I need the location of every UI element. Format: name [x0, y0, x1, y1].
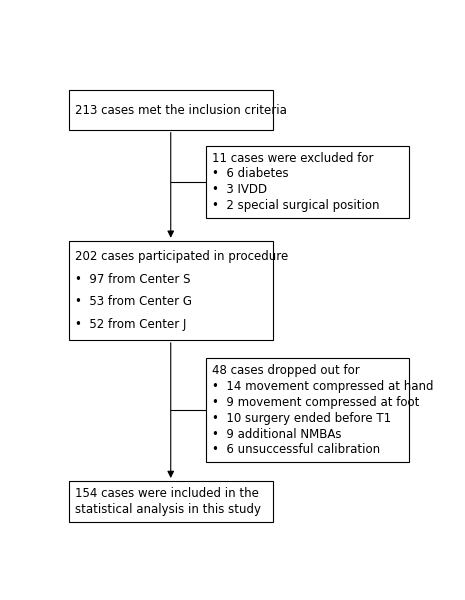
- Text: •  97 from Center S: • 97 from Center S: [75, 272, 191, 286]
- Text: •  6 unsuccessful calibration: • 6 unsuccessful calibration: [213, 443, 380, 457]
- Text: •  14 movement compressed at hand: • 14 movement compressed at hand: [213, 380, 434, 393]
- Text: •  52 from Center J: • 52 from Center J: [75, 317, 187, 331]
- Text: •  6 diabetes: • 6 diabetes: [213, 167, 289, 181]
- FancyBboxPatch shape: [69, 241, 272, 340]
- Text: •  10 surgery ended before T1: • 10 surgery ended before T1: [213, 412, 392, 425]
- FancyBboxPatch shape: [69, 481, 272, 523]
- FancyBboxPatch shape: [69, 91, 272, 130]
- Text: •  9 movement compressed at foot: • 9 movement compressed at foot: [213, 396, 420, 409]
- Text: 154 cases were included in the: 154 cases were included in the: [75, 487, 259, 500]
- Text: •  9 additional NMBAs: • 9 additional NMBAs: [213, 428, 342, 440]
- Text: 213 cases met the inclusion criteria: 213 cases met the inclusion criteria: [75, 104, 287, 116]
- FancyBboxPatch shape: [206, 146, 410, 218]
- Text: 11 cases were excluded for: 11 cases were excluded for: [213, 152, 374, 165]
- Text: •  3 IVDD: • 3 IVDD: [213, 183, 267, 196]
- FancyBboxPatch shape: [206, 358, 410, 463]
- Text: 202 cases participated in procedure: 202 cases participated in procedure: [75, 250, 289, 263]
- Text: •  53 from Center G: • 53 from Center G: [75, 295, 193, 308]
- Text: 48 cases dropped out for: 48 cases dropped out for: [213, 364, 360, 377]
- Text: statistical analysis in this study: statistical analysis in this study: [75, 503, 261, 516]
- Text: •  2 special surgical position: • 2 special surgical position: [213, 199, 380, 212]
